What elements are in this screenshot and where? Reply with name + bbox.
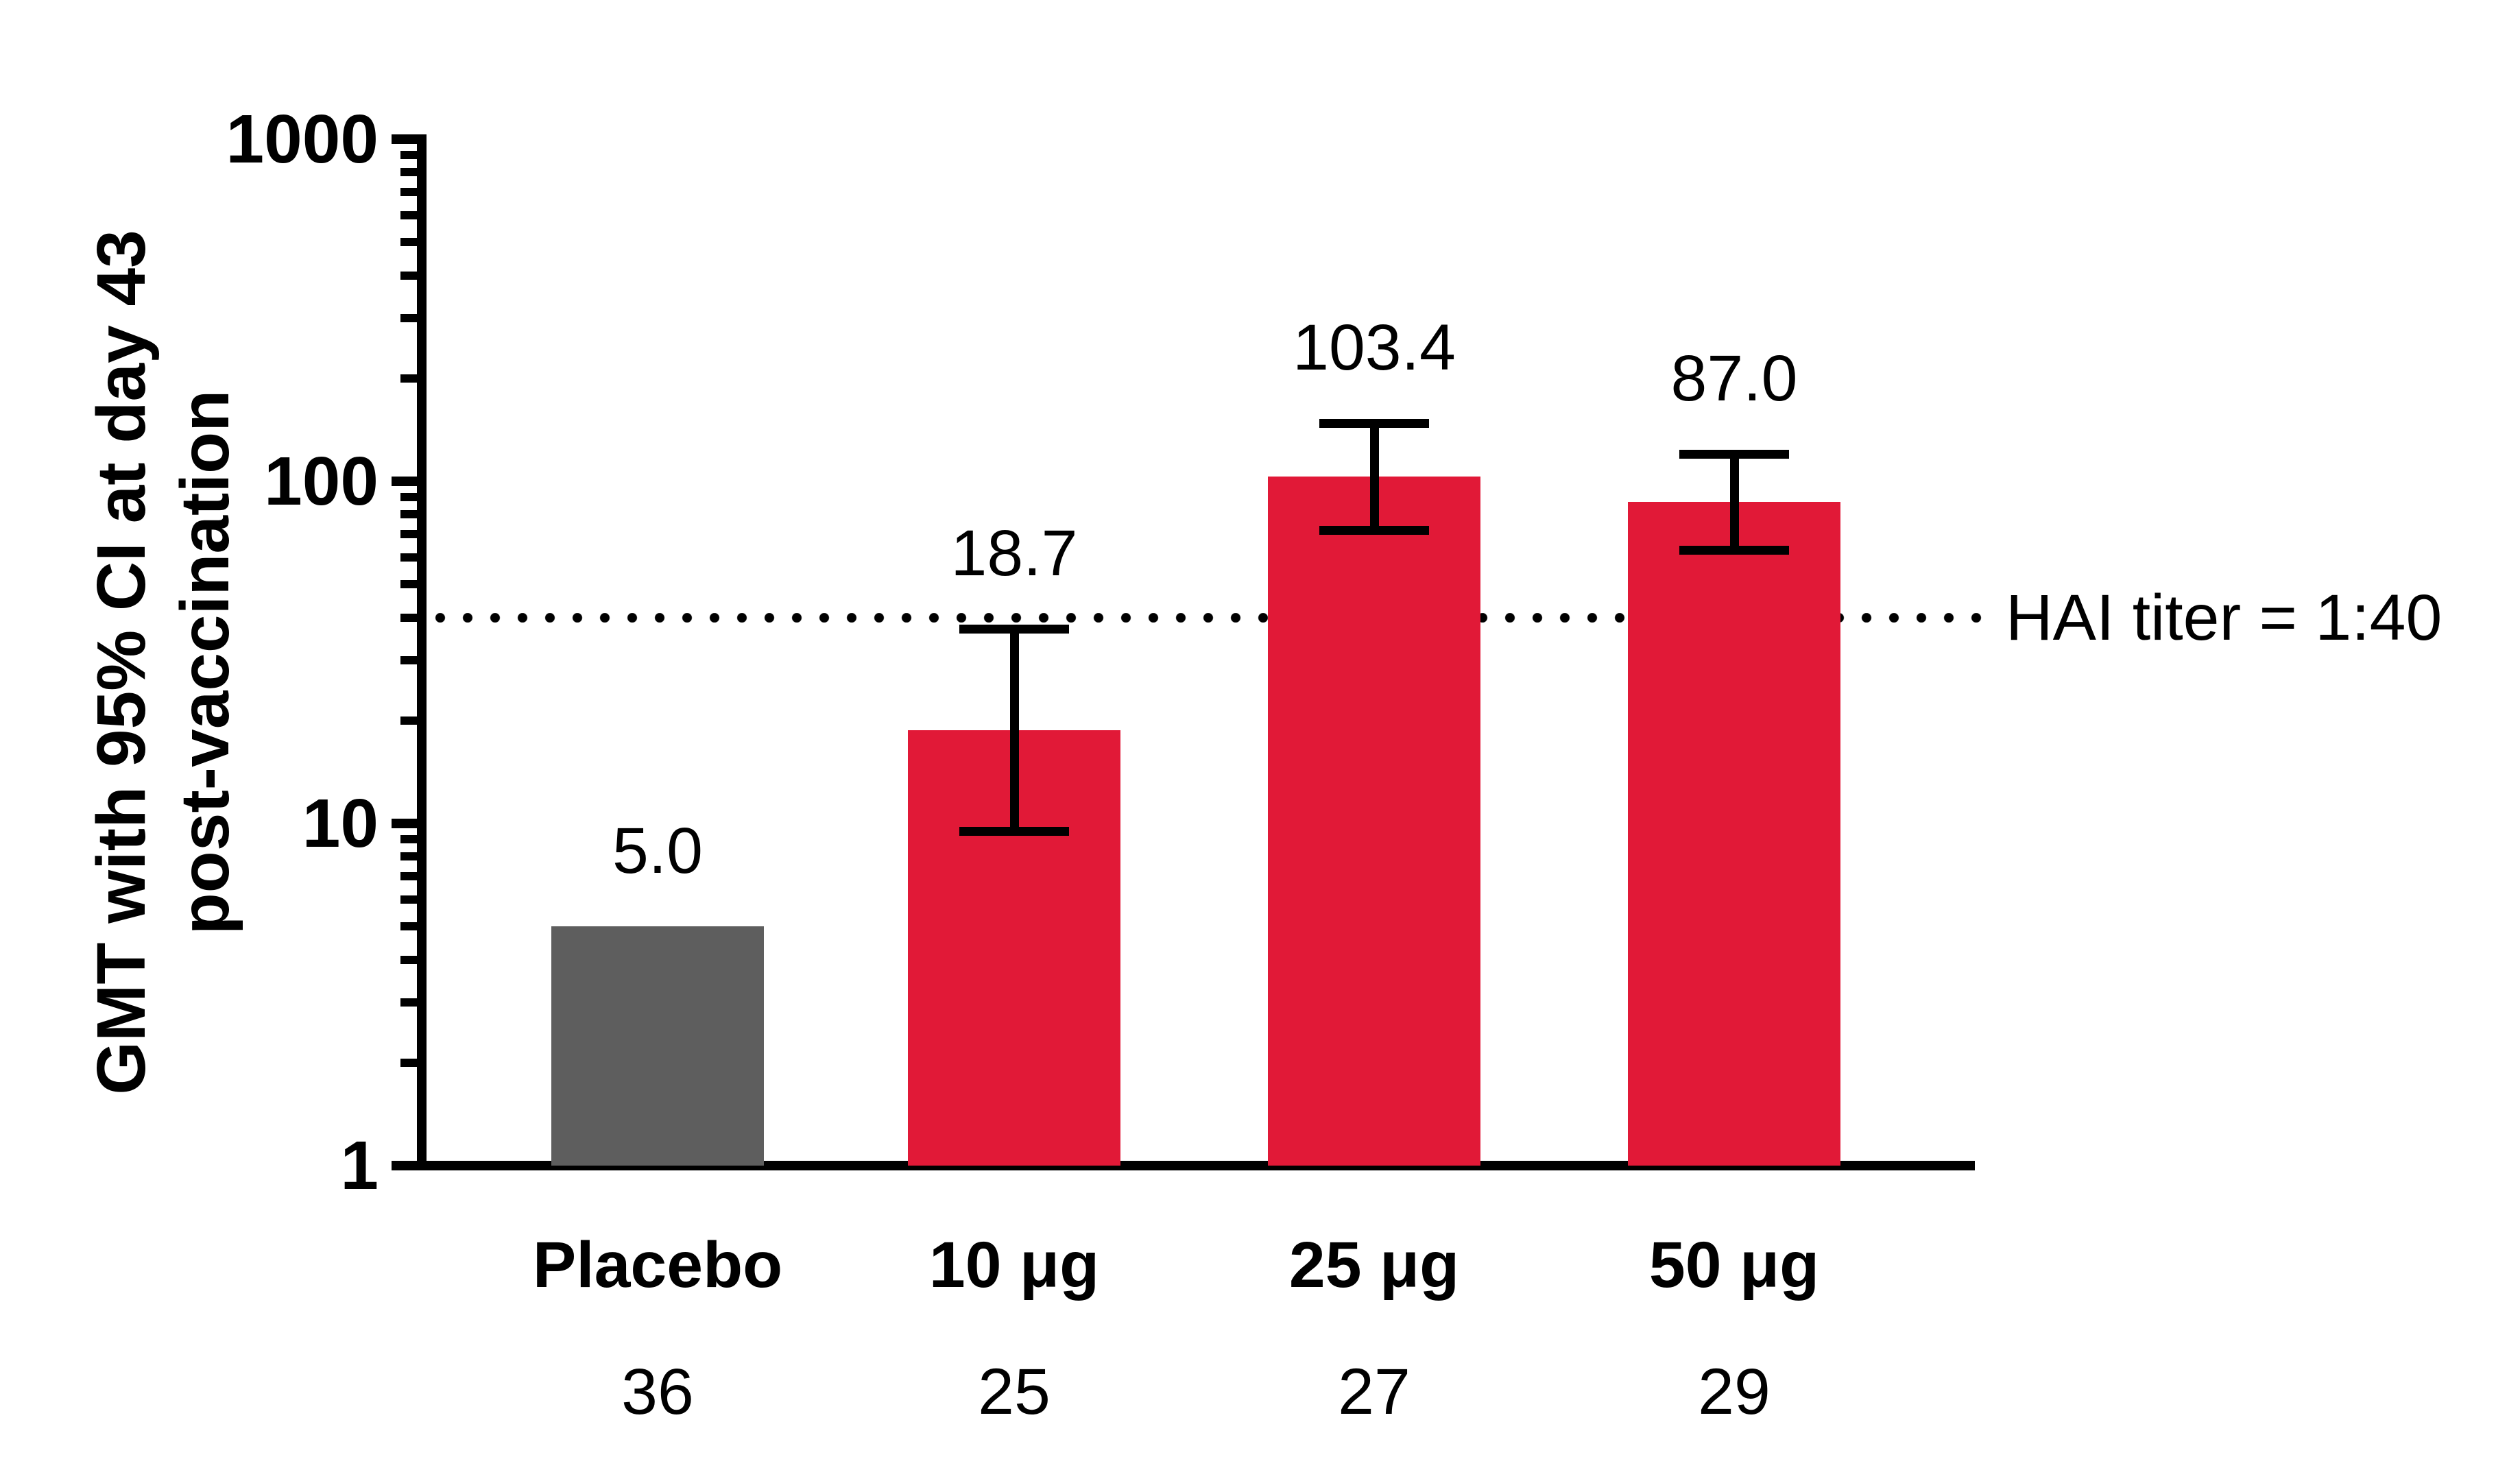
sample-size-label: 36 — [621, 1356, 694, 1428]
y-minor-tick — [400, 492, 421, 501]
reference-line-label: HAI titer = 1:40 — [2006, 581, 2443, 654]
bar — [551, 926, 764, 1166]
sample-size-label: 25 — [978, 1356, 1051, 1428]
y-minor-tick — [400, 238, 421, 247]
sample-size-label: 27 — [1338, 1356, 1411, 1428]
y-minor-tick — [400, 210, 421, 219]
y-minor-tick — [400, 922, 421, 931]
reference-dotted-line — [427, 613, 1982, 623]
x-category-label: 10 μg — [928, 1229, 1100, 1301]
y-minor-tick — [400, 530, 421, 539]
error-bar-vline — [1729, 454, 1739, 551]
error-bar-cap-top — [1679, 449, 1789, 459]
y-axis-title-line1: GMT with 95% CI at day 43 — [83, 230, 160, 1095]
y-minor-tick — [400, 271, 421, 280]
x-axis-line — [417, 1161, 1975, 1170]
bar-value-label: 87.0 — [1670, 342, 1798, 416]
bar — [1268, 476, 1480, 1166]
y-tick-label: 1000 — [226, 101, 379, 178]
y-minor-tick — [400, 553, 421, 562]
y-minor-tick — [400, 998, 421, 1007]
y-minor-tick — [400, 168, 421, 177]
error-bar-cap-bottom — [1319, 525, 1429, 535]
error-bar-cap-bottom — [1679, 545, 1789, 555]
y-minor-tick — [400, 895, 421, 904]
bar-value-label: 103.4 — [1293, 311, 1456, 385]
error-bar-cap-bottom — [959, 826, 1069, 836]
error-bar-cap-top — [1319, 418, 1429, 428]
x-category-label: 25 μg — [1288, 1229, 1460, 1301]
bar — [1628, 502, 1840, 1166]
y-minor-tick — [400, 834, 421, 843]
y-minor-tick — [400, 188, 421, 197]
y-minor-tick — [400, 955, 421, 964]
x-category-label: 50 μg — [1648, 1229, 1820, 1301]
y-axis-title: GMT with 95% CI at day 43 post-vaccinati… — [80, 148, 250, 1177]
error-bar-cap-top — [959, 624, 1069, 634]
y-minor-tick — [400, 716, 421, 725]
y-minor-tick — [400, 580, 421, 589]
bar-value-label: 5.0 — [612, 815, 704, 888]
y-minor-tick — [400, 1058, 421, 1067]
y-minor-tick — [400, 150, 421, 159]
bar-value-label: 18.7 — [950, 517, 1078, 590]
y-minor-tick — [400, 313, 421, 322]
sample-size-label: 29 — [1698, 1356, 1771, 1428]
y-tick-label: 100 — [264, 443, 379, 520]
y-major-tick — [392, 1161, 421, 1170]
y-minor-tick — [400, 852, 421, 861]
y-minor-tick — [400, 613, 421, 622]
y-minor-tick — [400, 374, 421, 383]
y-major-tick — [392, 134, 421, 144]
error-bar-vline — [1369, 423, 1379, 531]
x-category-label: Placebo — [532, 1229, 783, 1301]
y-major-tick — [392, 477, 421, 486]
y-minor-tick — [400, 872, 421, 881]
y-minor-tick — [400, 655, 421, 664]
y-axis-line — [417, 134, 427, 1170]
y-major-tick — [392, 819, 421, 828]
error-bar-vline — [1009, 629, 1019, 832]
y-tick-label: 1 — [340, 1127, 379, 1204]
y-axis-title-line2: post-vaccination — [167, 389, 243, 935]
y-minor-tick — [400, 510, 421, 519]
y-tick-label: 10 — [302, 785, 379, 862]
